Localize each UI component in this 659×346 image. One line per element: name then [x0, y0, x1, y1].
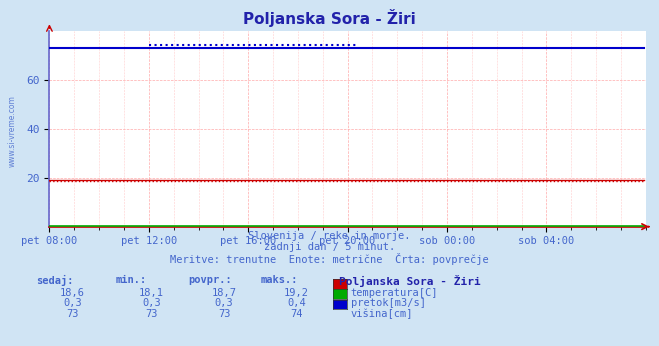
Text: 73: 73 — [146, 309, 158, 319]
Text: pretok[m3/s]: pretok[m3/s] — [351, 298, 426, 308]
Text: 0,3: 0,3 — [63, 298, 82, 308]
Text: Poljanska Sora - Žiri: Poljanska Sora - Žiri — [243, 9, 416, 27]
Text: 18,7: 18,7 — [212, 288, 237, 298]
Text: 74: 74 — [291, 309, 302, 319]
Text: 0,3: 0,3 — [215, 298, 233, 308]
Text: 19,2: 19,2 — [284, 288, 309, 298]
Text: povpr.:: povpr.: — [188, 275, 231, 285]
Text: 18,1: 18,1 — [139, 288, 164, 298]
Text: Slovenija / reke in morje.: Slovenija / reke in morje. — [248, 231, 411, 241]
Text: Poljanska Sora - Žiri: Poljanska Sora - Žiri — [339, 275, 481, 287]
Text: temperatura[C]: temperatura[C] — [351, 288, 438, 298]
Text: sedaj:: sedaj: — [36, 275, 74, 286]
Text: www.si-vreme.com: www.si-vreme.com — [8, 95, 17, 167]
Text: zadnji dan / 5 minut.: zadnji dan / 5 minut. — [264, 242, 395, 252]
Text: 0,4: 0,4 — [287, 298, 306, 308]
Text: min.:: min.: — [115, 275, 146, 285]
Text: višina[cm]: višina[cm] — [351, 309, 413, 319]
Text: 18,6: 18,6 — [60, 288, 85, 298]
Text: maks.:: maks.: — [260, 275, 298, 285]
Text: 0,3: 0,3 — [142, 298, 161, 308]
Text: Meritve: trenutne  Enote: metrične  Črta: povprečje: Meritve: trenutne Enote: metrične Črta: … — [170, 253, 489, 265]
Text: 73: 73 — [218, 309, 230, 319]
Text: 73: 73 — [67, 309, 78, 319]
